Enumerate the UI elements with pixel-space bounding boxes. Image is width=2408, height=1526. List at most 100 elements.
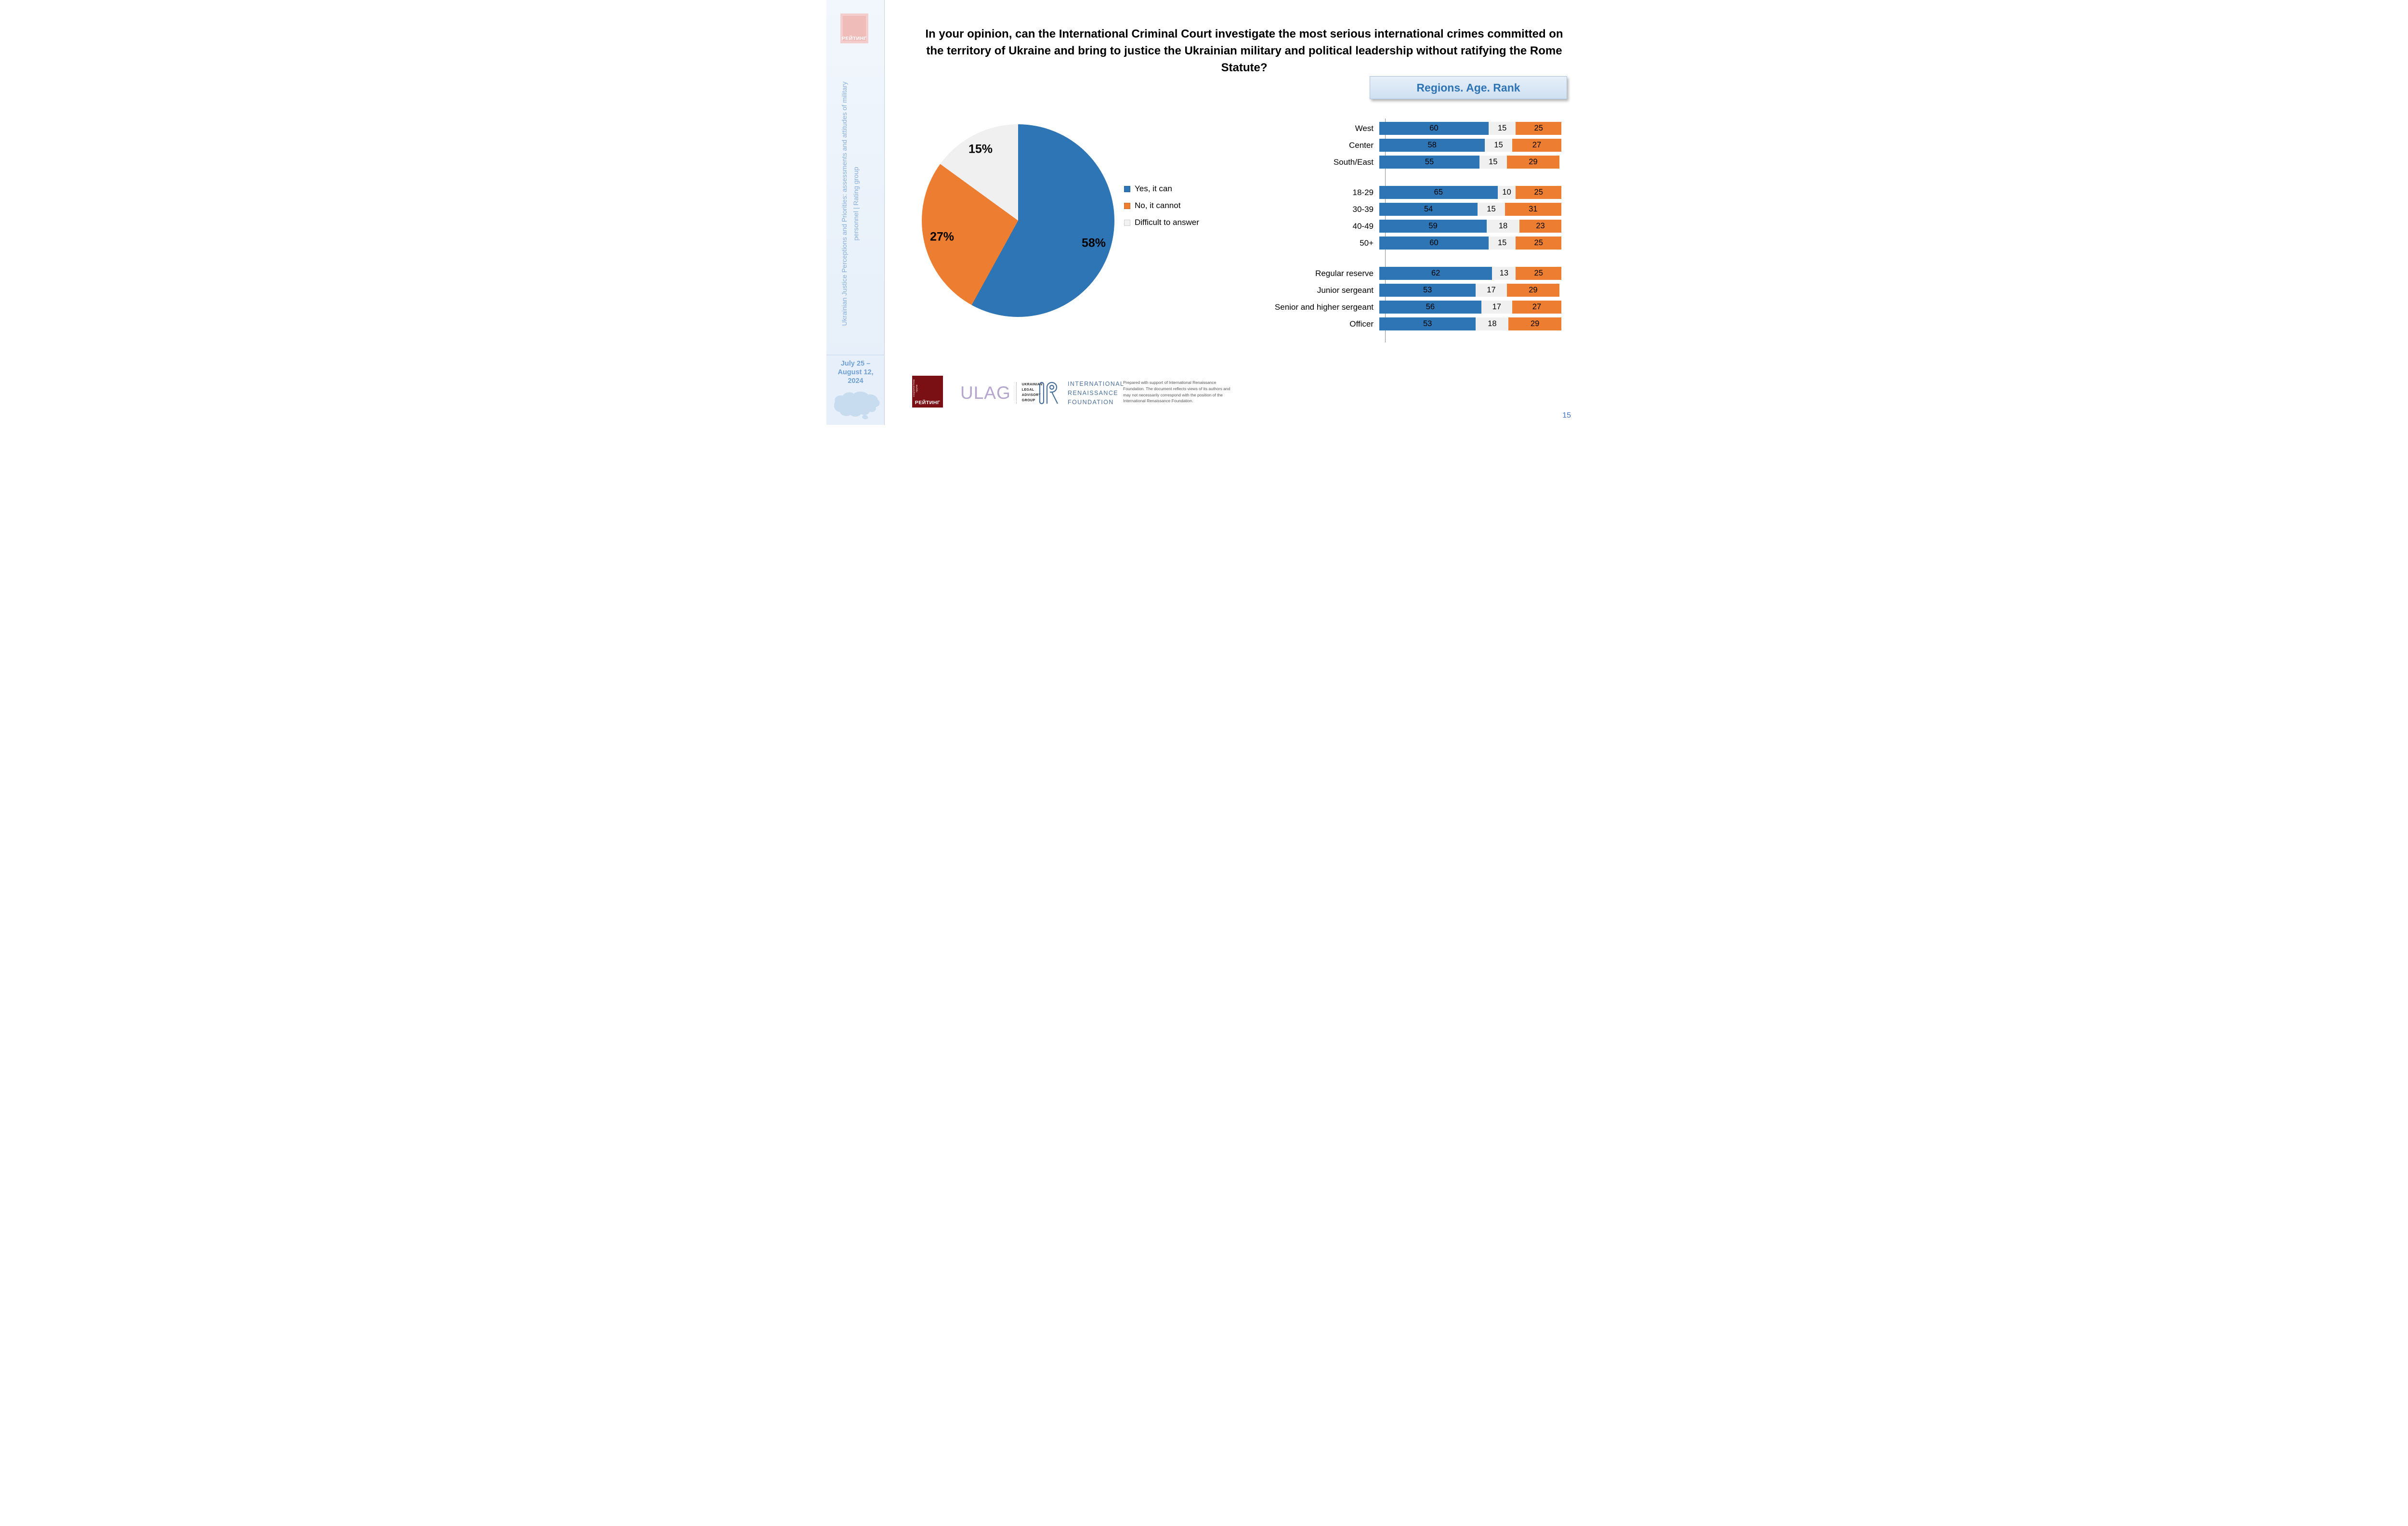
bar-segment-difficult: 17 [1476, 284, 1507, 297]
pie-chart-area: 58% 27% 15% [922, 124, 1114, 317]
legend-item-yes: Yes, it can [1124, 184, 1199, 194]
irf-name-line: FOUNDATION [1068, 398, 1114, 406]
bar-segment-difficult: 18 [1487, 220, 1520, 233]
rating-group-logo-text: РЕЙТИНГ [841, 36, 867, 41]
bar-segment-yes: 58 [1379, 139, 1485, 152]
irf-logo: INTERNATIONAL RENAISSANCE FOUNDATION [1038, 380, 1124, 407]
bar-row: 50+ 60 15 25 [1245, 237, 1568, 250]
bar-category-label: 40-49 [1352, 221, 1374, 231]
bar-segment-yes: 60 [1379, 122, 1489, 135]
bar-row: Center 58 15 27 [1245, 139, 1568, 152]
rating-group-logo: РЕЙТИНГ [840, 13, 868, 43]
bar-segment-no: 25 [1516, 267, 1561, 280]
bar-track: 65 10 25 [1379, 186, 1561, 199]
bar-segment-difficult: 18 [1476, 317, 1509, 330]
sidebar: РЕЙТИНГ Ukrainian Justice Perceptions an… [826, 0, 885, 425]
bar-segment-difficult: 13 [1492, 267, 1516, 280]
rating-logo-side-text: соціологічна група [913, 379, 918, 397]
bar-segment-yes: 65 [1379, 186, 1498, 199]
bar-row: 40-49 59 18 23 [1245, 220, 1568, 233]
bar-segment-yes: 53 [1379, 284, 1476, 297]
bar-segment-yes: 60 [1379, 237, 1489, 250]
page-number: 15 [1562, 411, 1571, 420]
legend-swatch [1124, 185, 1130, 192]
legend-label: No, it cannot [1135, 201, 1181, 210]
disclaimer-text: Prepared with support of International R… [1123, 380, 1230, 404]
bar-category-label: 50+ [1360, 238, 1374, 248]
bar-track: 53 17 29 [1379, 284, 1561, 297]
legend-item-no: No, it cannot [1124, 201, 1199, 210]
bar-segment-yes: 53 [1379, 317, 1476, 330]
bar-row: West 60 15 25 [1245, 122, 1568, 135]
bar-category-label: Regular reserve [1315, 268, 1374, 278]
bar-segment-no: 25 [1516, 186, 1561, 199]
bar-track: 62 13 25 [1379, 267, 1561, 280]
bar-segment-difficult: 10 [1497, 186, 1516, 199]
pie-chart [922, 124, 1114, 317]
bar-segment-no: 25 [1516, 237, 1561, 250]
bar-segment-difficult: 15 [1488, 122, 1516, 135]
bar-segment-no: 27 [1512, 139, 1561, 152]
legend-label: Yes, it can [1135, 184, 1172, 193]
bar-category-label: Center [1348, 140, 1374, 150]
bar-segment-no: 27 [1512, 301, 1561, 314]
bar-segment-difficult: 15 [1485, 139, 1512, 152]
bar-track: 60 15 25 [1379, 122, 1561, 135]
ulag-caption-line: LEGAL [1021, 388, 1034, 392]
bar-segment-difficult: 15 [1479, 156, 1507, 169]
bar-row: Officer 53 18 29 [1245, 317, 1568, 330]
legend-label: Difficult to answer [1135, 218, 1199, 227]
bar-segment-no: 31 [1505, 203, 1561, 216]
bar-category-label: Senior and higher sergeant [1274, 302, 1374, 312]
bar-category-label: 18-29 [1352, 187, 1374, 197]
bar-category-label: Junior sergeant [1317, 285, 1374, 295]
bar-segment-yes: 62 [1379, 267, 1492, 280]
bar-segment-yes: 55 [1379, 156, 1479, 169]
ulag-wordmark: ULAG [960, 383, 1011, 403]
breakdown-header: Regions. Age. Rank [1370, 76, 1567, 99]
bar-segment-yes: 54 [1379, 203, 1478, 216]
ulag-caption: UKRAINIAN LEGAL ADVISORY GROUP [1022, 382, 1043, 403]
legend-swatch [1124, 219, 1130, 226]
bar-segment-difficult: 15 [1488, 237, 1516, 250]
bar-row: Regular reserve 62 13 25 [1245, 267, 1568, 280]
pie-value-label-yes: 58% [1081, 236, 1106, 250]
pie-value-label-no: 27% [929, 230, 955, 244]
bar-track: 58 15 27 [1379, 139, 1561, 152]
bar-chart: West 60 15 25 Center 58 15 27 South/East 55 15 29 18… [1245, 118, 1568, 343]
pie-value-label-difficult: 15% [968, 142, 993, 156]
bar-category-label: West [1355, 123, 1374, 133]
bar-segment-difficult: 17 [1481, 301, 1512, 314]
legend-item-difficult: Difficult to answer [1124, 218, 1199, 227]
bar-track: 56 17 27 [1379, 301, 1561, 314]
irf-logo-icon [1039, 382, 1058, 405]
bar-segment-difficult: 15 [1478, 203, 1505, 216]
bar-segment-no: 29 [1506, 284, 1560, 297]
legend: Yes, it can No, it cannot Difficult to a… [1124, 184, 1199, 227]
irf-name-line: INTERNATIONAL [1068, 381, 1125, 387]
rating-sociological-group-logo: соціологічна група РЕЙТИНГ [912, 376, 943, 408]
rating-logo-wordmark: РЕЙТИНГ [915, 400, 941, 406]
bar-category-label: 30-39 [1352, 204, 1374, 214]
bar-segment-yes: 56 [1379, 301, 1481, 314]
ulag-caption-line: UKRAINIAN [1021, 383, 1043, 387]
slide: РЕЙТИНГ Ukrainian Justice Perceptions an… [826, 0, 1582, 425]
bar-row: Senior and higher sergeant 56 17 27 [1245, 301, 1568, 314]
bar-category-label: South/East [1333, 157, 1374, 167]
bar-rows: West 60 15 25 Center 58 15 27 South/East 55 15 29 18… [1245, 122, 1568, 330]
bar-segment-yes: 59 [1379, 220, 1487, 233]
bar-segment-no: 25 [1516, 122, 1561, 135]
irf-name: INTERNATIONAL RENAISSANCE FOUNDATION [1068, 380, 1124, 407]
bar-track: 60 15 25 [1379, 237, 1561, 250]
bar-row: South/East 55 15 29 [1245, 156, 1568, 169]
bar-segment-no: 23 [1519, 220, 1561, 233]
bar-row: 30-39 54 15 31 [1245, 203, 1568, 216]
bar-track: 54 15 31 [1379, 203, 1561, 216]
bar-row: 18-29 65 10 25 [1245, 186, 1568, 199]
irf-name-line: RENAISSANCE [1068, 389, 1119, 396]
bar-track: 53 18 29 [1379, 317, 1561, 330]
breakdown-header-label: Regions. Age. Rank [1416, 81, 1520, 94]
ulag-logo: ULAG UKRAINIAN LEGAL ADVISORY GROUP [960, 382, 1043, 404]
bar-segment-no: 29 [1508, 317, 1561, 330]
survey-date-range: July 25 – August 12, 2024 [838, 360, 874, 385]
